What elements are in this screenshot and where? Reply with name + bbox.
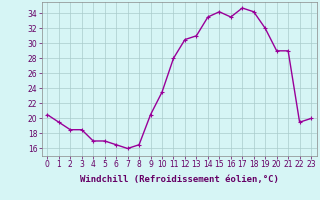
X-axis label: Windchill (Refroidissement éolien,°C): Windchill (Refroidissement éolien,°C) [80, 175, 279, 184]
